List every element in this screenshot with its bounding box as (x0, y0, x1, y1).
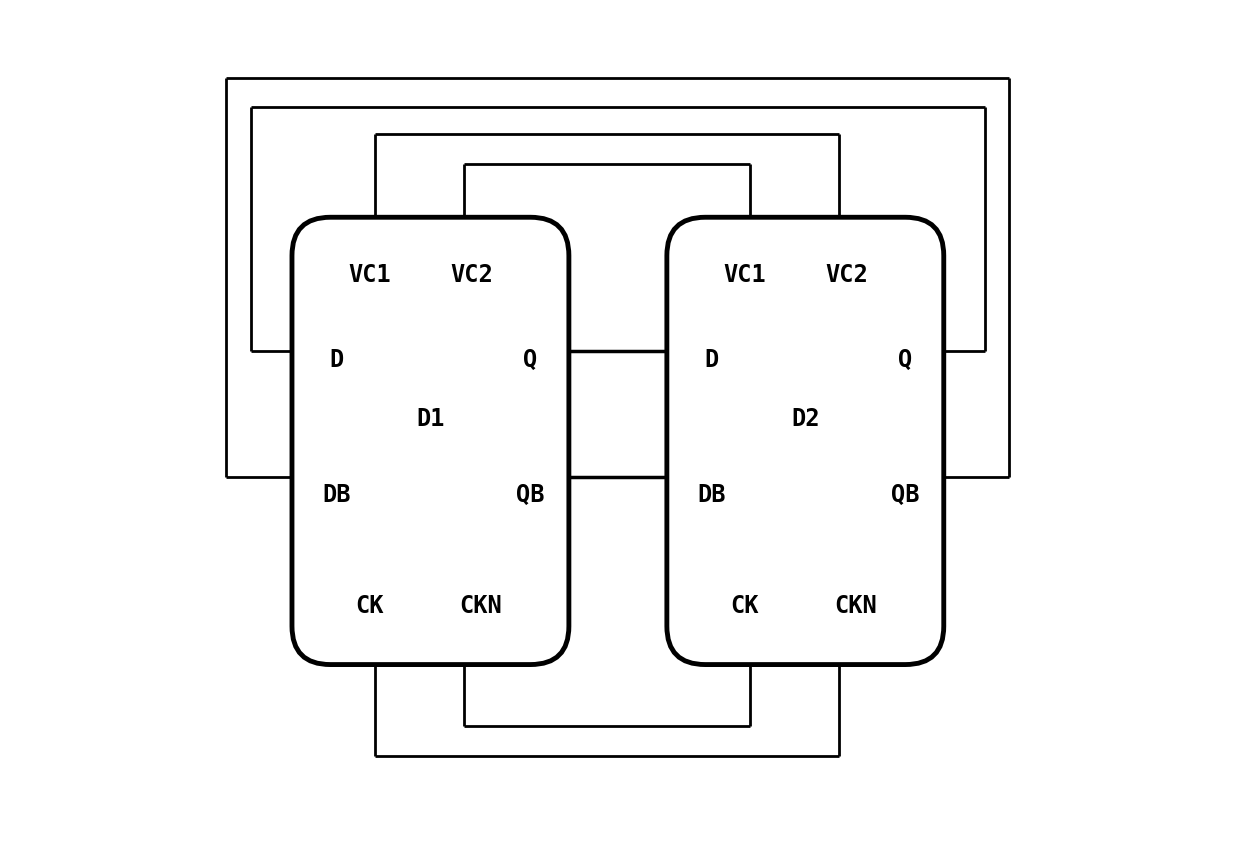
FancyBboxPatch shape (291, 217, 569, 665)
Text: QB: QB (890, 482, 919, 507)
Text: VC1: VC1 (723, 263, 766, 287)
Text: CK: CK (730, 595, 759, 619)
Text: D1: D1 (417, 406, 445, 430)
Text: D2: D2 (791, 406, 820, 430)
Text: Q: Q (523, 348, 537, 372)
Text: DB: DB (697, 482, 725, 507)
Text: VC2: VC2 (450, 263, 494, 287)
Text: VC1: VC1 (348, 263, 391, 287)
Text: QB: QB (516, 482, 544, 507)
Text: DB: DB (322, 482, 351, 507)
Text: CK: CK (356, 595, 383, 619)
Text: D: D (704, 348, 718, 372)
Text: Q: Q (898, 348, 913, 372)
FancyBboxPatch shape (667, 217, 944, 665)
Text: D: D (329, 348, 343, 372)
Text: VC2: VC2 (826, 263, 868, 287)
Text: CKN: CKN (459, 595, 502, 619)
Text: CKN: CKN (833, 595, 877, 619)
